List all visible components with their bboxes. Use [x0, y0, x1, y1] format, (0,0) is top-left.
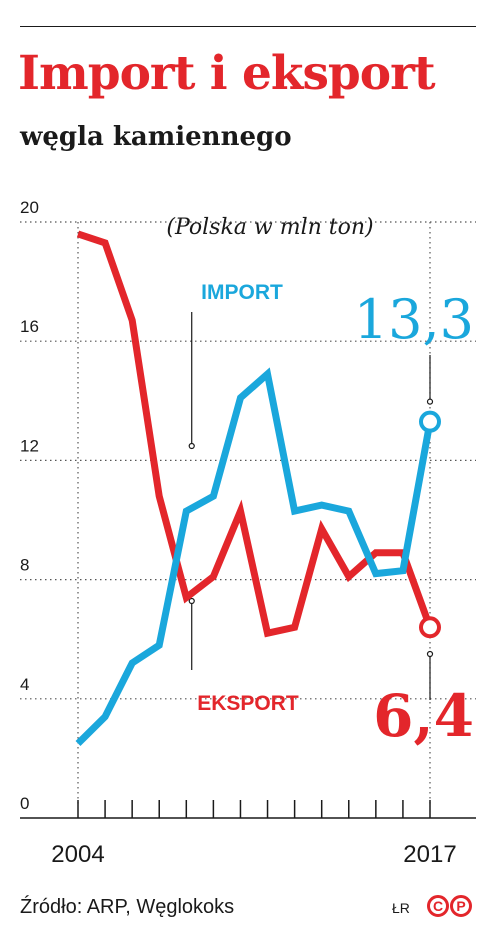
leader-import-value-dot [426, 398, 434, 405]
end-marker-eksport [419, 616, 441, 639]
y-axis-ticks: 0 4 8 12 16 20 [20, 198, 39, 813]
y-tick-label-12: 12 [20, 436, 39, 455]
y-tick-label-16: 16 [20, 317, 39, 336]
source-note: Źródło: ARP, Węglokoks [20, 896, 235, 918]
series-line-import [75, 367, 434, 746]
x-tick-label-first: 2004 [51, 841, 104, 868]
chart-subtitle: węgla kamiennego [20, 122, 292, 152]
y-tick-label-0: 0 [20, 794, 29, 813]
end-marker-import [419, 410, 441, 433]
leader-eksport-value-dot [426, 650, 434, 658]
end-markers [419, 410, 441, 639]
svg-text:C: C [433, 898, 443, 914]
legend-import: IMPORT [201, 281, 283, 304]
y-tick-label-8: 8 [20, 556, 29, 575]
chart-title: Import i eksport [18, 46, 436, 101]
y-tick-label-20: 20 [20, 198, 39, 217]
leader-import-dot [188, 442, 195, 450]
label-leaders [188, 312, 434, 700]
top-rule [20, 26, 476, 27]
x-tick-label-last: 2017 [403, 841, 456, 868]
svg-text:P: P [456, 898, 465, 914]
x-axis [20, 800, 476, 819]
unit-note: (Polska w mln ton) [166, 215, 373, 240]
callout-import-value: 13,3 [354, 288, 474, 351]
y-tick-label-4: 4 [20, 675, 29, 694]
gridlines [20, 221, 476, 805]
series-lines [75, 230, 434, 746]
cp-logo: C P [427, 895, 472, 917]
callout-eksport-value: 6,4 [373, 682, 474, 750]
leader-eksport-dot [188, 597, 195, 605]
legend-eksport: EKSPORT [197, 692, 299, 715]
author-initials: ŁR [392, 900, 410, 916]
